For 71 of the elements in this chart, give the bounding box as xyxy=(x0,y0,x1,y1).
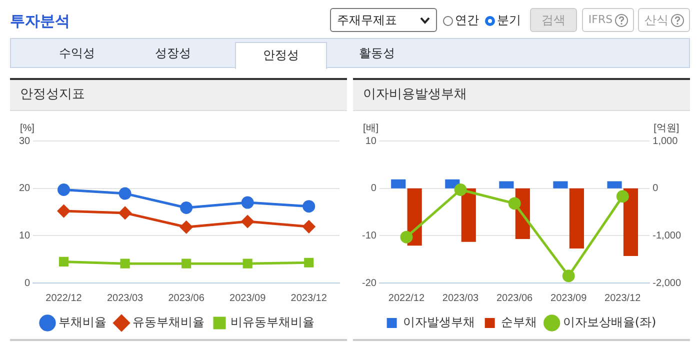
y2-tick-label: -2,000 xyxy=(652,278,682,289)
y-axis-title: [배] xyxy=(363,122,379,134)
x-tick-label: 2022/12 xyxy=(388,292,425,304)
point xyxy=(616,190,629,203)
legend-label: 비유동부채비율 xyxy=(230,315,314,330)
bar xyxy=(553,181,568,188)
point xyxy=(241,215,254,228)
bar xyxy=(569,188,584,248)
point xyxy=(562,270,575,282)
y2-tick-label: 0 xyxy=(652,183,659,194)
point xyxy=(508,197,521,210)
x-tick-label: 2023/12 xyxy=(290,292,328,304)
text: 활동성 xyxy=(358,45,396,62)
x-tick-label: 2022/12 xyxy=(46,292,82,304)
y2-tick-label: -1,000 xyxy=(652,230,682,242)
text: 수익성 xyxy=(58,45,96,62)
point xyxy=(180,220,193,234)
y-tick-label: 0 xyxy=(24,278,31,289)
text: 분기 xyxy=(497,12,521,29)
y2-axis-title: [억원] xyxy=(654,122,680,134)
x-tick-label: 2023/06 xyxy=(168,292,205,304)
point xyxy=(182,258,192,268)
bar xyxy=(499,181,514,188)
point xyxy=(241,196,254,209)
y-tick-label: 10 xyxy=(365,136,377,147)
y-axis-title: [%] xyxy=(20,122,35,134)
point xyxy=(400,230,413,244)
bar xyxy=(623,188,638,256)
y2-tick-label: 1,000 xyxy=(652,136,678,147)
point xyxy=(454,184,467,196)
point xyxy=(242,258,252,268)
x-tick-label: 2023/03 xyxy=(442,292,480,304)
bar xyxy=(461,188,476,242)
y-tick-label: 20 xyxy=(19,183,31,194)
y-tick-label: 30 xyxy=(19,136,31,147)
text: 주재무제표 xyxy=(337,12,397,29)
bar xyxy=(391,179,406,188)
legend-label: 순부채 xyxy=(500,315,537,330)
text: IFRS xyxy=(582,8,634,32)
x-tick-label: 2023/06 xyxy=(496,292,534,304)
text: 검색 xyxy=(530,8,577,32)
legend-label: 부채비율 xyxy=(58,315,106,330)
point xyxy=(302,200,316,213)
point xyxy=(118,187,132,200)
legend-label: 유동부채비율 xyxy=(132,315,204,330)
point xyxy=(58,256,69,266)
chart-title: 안정성지표 xyxy=(10,78,347,111)
point xyxy=(302,220,316,233)
point xyxy=(304,258,314,268)
point xyxy=(120,258,130,268)
text: 성장성 xyxy=(154,45,192,62)
point xyxy=(58,204,70,218)
point xyxy=(118,206,132,220)
text: 산식 xyxy=(638,8,690,32)
point xyxy=(58,184,70,196)
y-tick-label: -10 xyxy=(362,230,377,242)
text: 투자분석 xyxy=(10,12,70,31)
x-tick-label: 2023/03 xyxy=(106,292,144,304)
text: 안정성 xyxy=(235,42,327,69)
x-tick-label: 2023/12 xyxy=(604,292,642,304)
x-tick-label: 2023/09 xyxy=(550,292,588,304)
y-tick-label: -20 xyxy=(362,278,377,289)
bar xyxy=(607,181,622,188)
x-tick-label: 2023/09 xyxy=(230,292,266,304)
legend-label: 이자보상배율(좌) xyxy=(562,315,656,330)
y-tick-label: 10 xyxy=(19,230,31,242)
text: 연간 xyxy=(455,12,479,29)
chart-title: 이자비용발생부채 xyxy=(353,78,690,111)
point xyxy=(180,201,193,214)
y-tick-label: 0 xyxy=(370,183,377,194)
legend-label: 이자발생부채 xyxy=(402,315,475,330)
